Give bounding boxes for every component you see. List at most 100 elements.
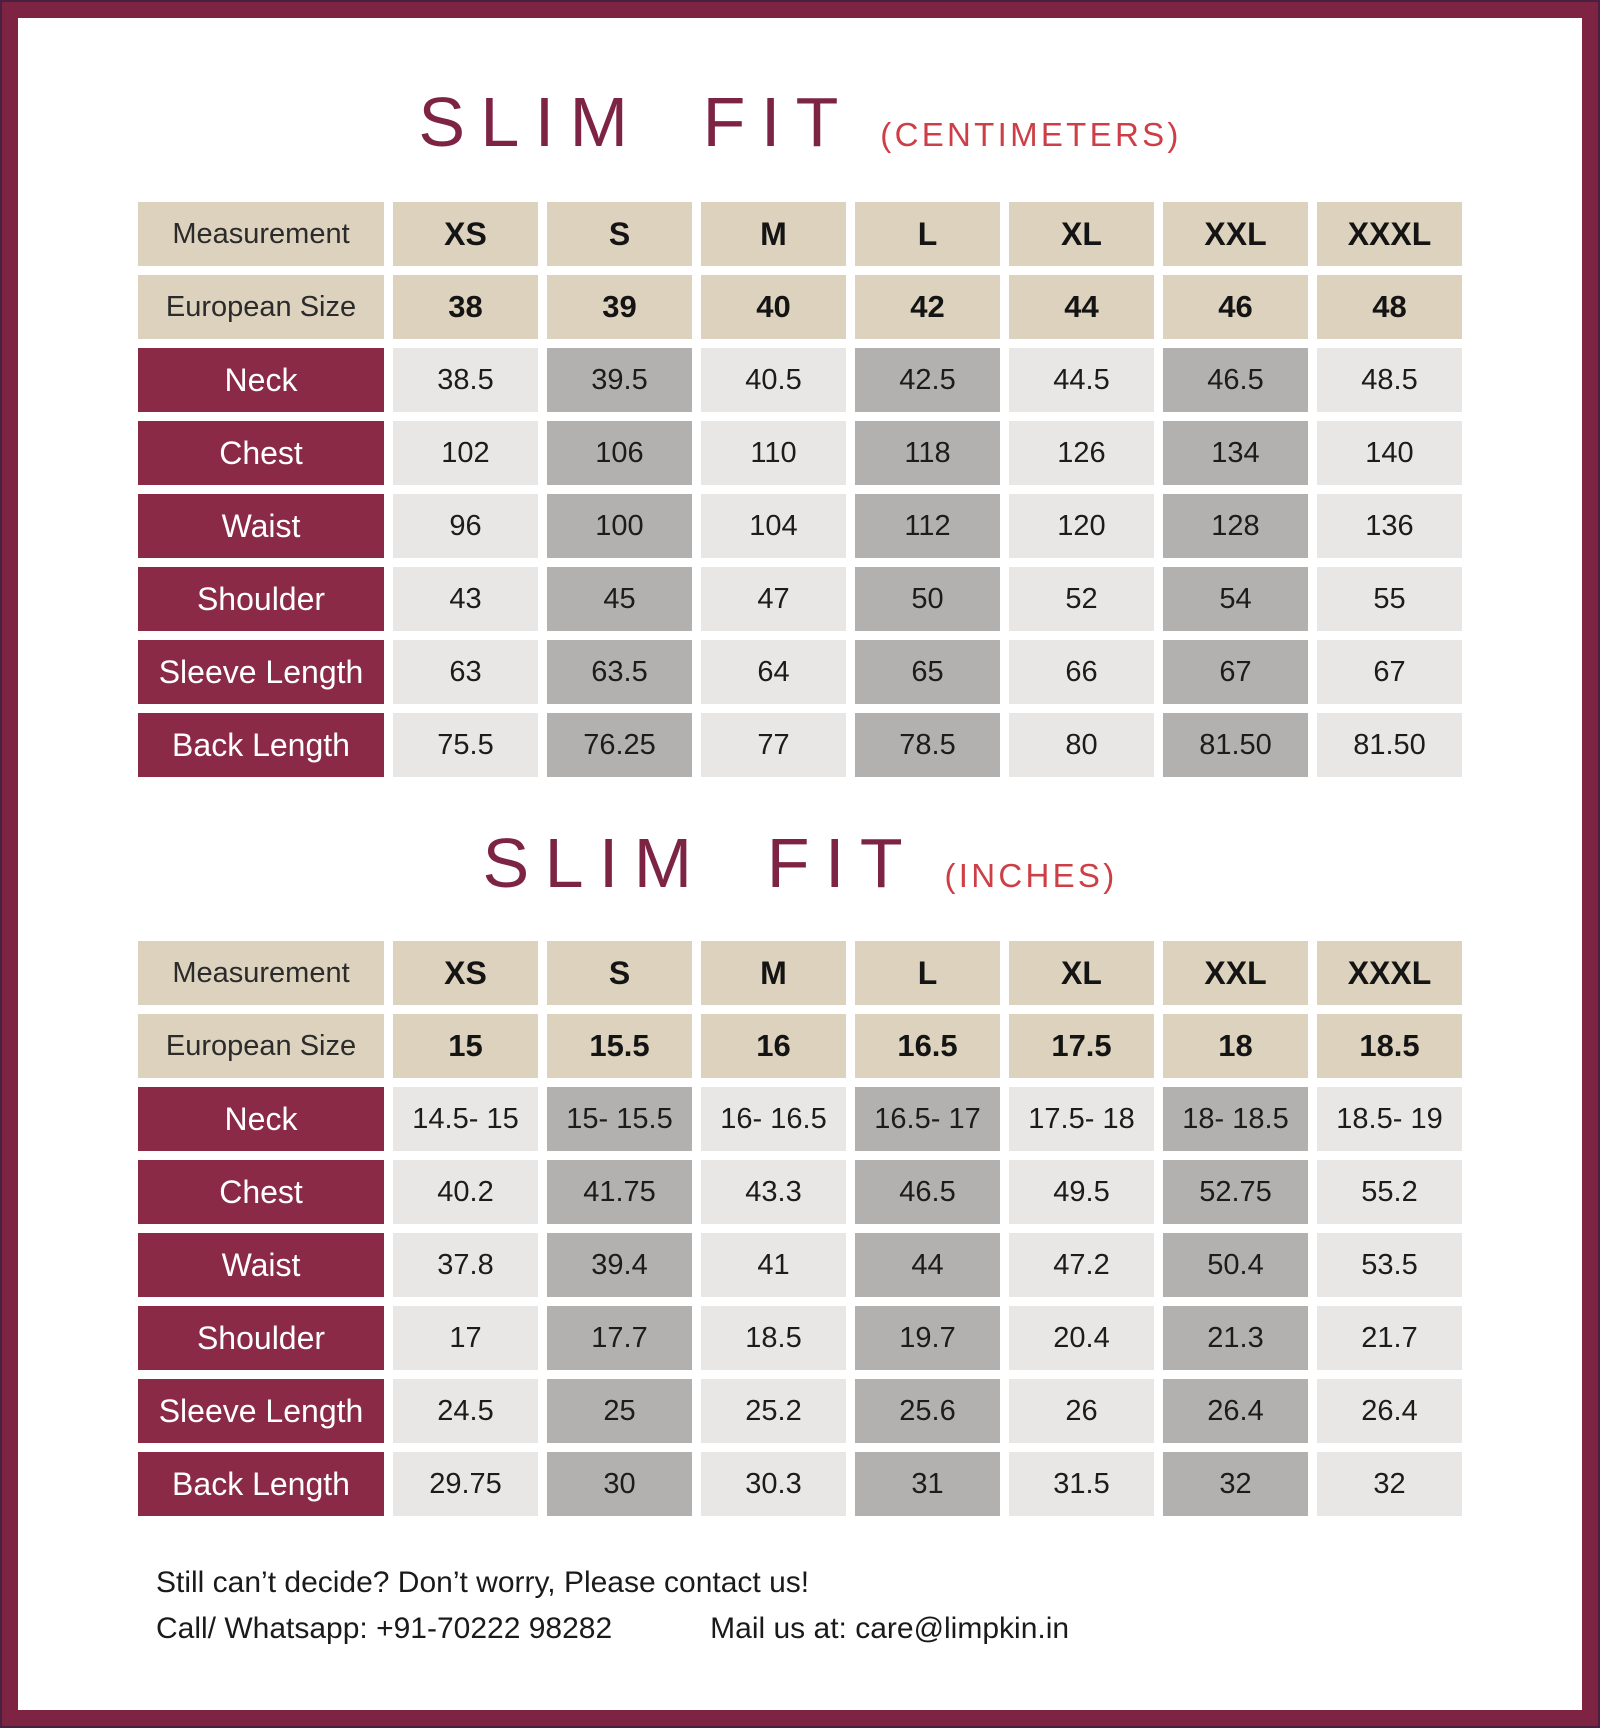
cm-neck-xs: 38.5 xyxy=(393,348,538,412)
in-shoulder-xl: 20.4 xyxy=(1009,1306,1154,1370)
cm-waist-xxl: 128 xyxy=(1163,494,1308,558)
cm-neck-xl: 44.5 xyxy=(1009,348,1154,412)
cm-header-xs: XS xyxy=(393,202,538,266)
cm-header-s: S xyxy=(547,202,692,266)
in-sleeve-m: 25.2 xyxy=(701,1379,846,1443)
cm-back-s: 76.25 xyxy=(547,713,692,777)
in-header-l: L xyxy=(855,941,1000,1005)
cm-shoulder-l: 50 xyxy=(855,567,1000,631)
footer-mail: Mail us at: care@limpkin.in xyxy=(710,1612,1070,1645)
size-table-in: Measurement XS S M L XL XXL XXXL Europea… xyxy=(18,941,1582,1516)
cm-neck-xxl: 46.5 xyxy=(1163,348,1308,412)
cm-row-label-neck: Neck xyxy=(138,348,384,412)
cm-neck-m: 40.5 xyxy=(701,348,846,412)
size-table-cm: Measurement XS S M L XL XXL XXXL Europea… xyxy=(18,202,1582,777)
cm-sleeve-s: 63.5 xyxy=(547,640,692,704)
in-header-european-size: European Size xyxy=(138,1014,384,1078)
cm-euro-m: 40 xyxy=(701,275,846,339)
cm-back-xxl: 81.50 xyxy=(1163,713,1308,777)
in-sleeve-s: 25 xyxy=(547,1379,692,1443)
cm-header-xl: XL xyxy=(1009,202,1154,266)
cm-shoulder-m: 47 xyxy=(701,567,846,631)
in-sleeve-xxl: 26.4 xyxy=(1163,1379,1308,1443)
cm-euro-xxxl: 48 xyxy=(1317,275,1462,339)
cm-header-european-size: European Size xyxy=(138,275,384,339)
in-euro-xl: 17.5 xyxy=(1009,1014,1154,1078)
in-header-xs: XS xyxy=(393,941,538,1005)
cm-sleeve-xxl: 67 xyxy=(1163,640,1308,704)
in-euro-m: 16 xyxy=(701,1014,846,1078)
cm-chest-s: 106 xyxy=(547,421,692,485)
in-sleeve-xl: 26 xyxy=(1009,1379,1154,1443)
cm-back-xxxl: 81.50 xyxy=(1317,713,1462,777)
title-in-text: SLIM FIT xyxy=(482,824,918,902)
in-neck-xs: 14.5- 15 xyxy=(393,1087,538,1151)
in-neck-l: 16.5- 17 xyxy=(855,1087,1000,1151)
in-chest-s: 41.75 xyxy=(547,1160,692,1224)
cm-euro-l: 42 xyxy=(855,275,1000,339)
in-euro-xxl: 18 xyxy=(1163,1014,1308,1078)
in-chest-xxl: 52.75 xyxy=(1163,1160,1308,1224)
title-cm: SLIM FIT (CENTIMETERS) xyxy=(18,82,1582,162)
in-row-label-sleeve-length: Sleeve Length xyxy=(138,1379,384,1443)
in-shoulder-m: 18.5 xyxy=(701,1306,846,1370)
in-euro-s: 15.5 xyxy=(547,1014,692,1078)
in-chest-l: 46.5 xyxy=(855,1160,1000,1224)
in-neck-m: 16- 16.5 xyxy=(701,1087,846,1151)
in-shoulder-l: 19.7 xyxy=(855,1306,1000,1370)
in-neck-xl: 17.5- 18 xyxy=(1009,1087,1154,1151)
cm-row-label-waist: Waist xyxy=(138,494,384,558)
in-waist-xl: 47.2 xyxy=(1009,1233,1154,1297)
cm-chest-m: 110 xyxy=(701,421,846,485)
cm-waist-m: 104 xyxy=(701,494,846,558)
cm-chest-l: 118 xyxy=(855,421,1000,485)
in-neck-xxl: 18- 18.5 xyxy=(1163,1087,1308,1151)
cm-waist-xs: 96 xyxy=(393,494,538,558)
cm-waist-s: 100 xyxy=(547,494,692,558)
in-back-xxxl: 32 xyxy=(1317,1452,1462,1516)
in-sleeve-l: 25.6 xyxy=(855,1379,1000,1443)
cm-neck-l: 42.5 xyxy=(855,348,1000,412)
cm-row-label-sleeve-length: Sleeve Length xyxy=(138,640,384,704)
in-back-l: 31 xyxy=(855,1452,1000,1516)
cm-row-label-shoulder: Shoulder xyxy=(138,567,384,631)
cm-row-label-chest: Chest xyxy=(138,421,384,485)
cm-shoulder-xxl: 54 xyxy=(1163,567,1308,631)
in-row-label-waist: Waist xyxy=(138,1233,384,1297)
cm-chest-xxl: 134 xyxy=(1163,421,1308,485)
cm-euro-s: 39 xyxy=(547,275,692,339)
in-euro-xxxl: 18.5 xyxy=(1317,1014,1462,1078)
in-chest-xl: 49.5 xyxy=(1009,1160,1154,1224)
cm-euro-xs: 38 xyxy=(393,275,538,339)
title-in-unit: (INCHES) xyxy=(944,857,1118,894)
footer-call-whatsapp: Call/ Whatsapp: +91-70222 98282 xyxy=(156,1612,613,1645)
cm-sleeve-xl: 66 xyxy=(1009,640,1154,704)
title-cm-unit: (CENTIMETERS) xyxy=(880,116,1182,153)
in-waist-xs: 37.8 xyxy=(393,1233,538,1297)
in-shoulder-s: 17.7 xyxy=(547,1306,692,1370)
in-header-xxl: XXL xyxy=(1163,941,1308,1005)
cm-shoulder-xxxl: 55 xyxy=(1317,567,1462,631)
in-back-xl: 31.5 xyxy=(1009,1452,1154,1516)
cm-euro-xxl: 46 xyxy=(1163,275,1308,339)
in-chest-m: 43.3 xyxy=(701,1160,846,1224)
in-back-s: 30 xyxy=(547,1452,692,1516)
in-back-xxl: 32 xyxy=(1163,1452,1308,1516)
footer-contacts: Call/ Whatsapp: +91-70222 98282 Mail us … xyxy=(156,1612,1582,1646)
cm-neck-s: 39.5 xyxy=(547,348,692,412)
cm-row-label-back-length: Back Length xyxy=(138,713,384,777)
cm-sleeve-xs: 63 xyxy=(393,640,538,704)
in-chest-xs: 40.2 xyxy=(393,1160,538,1224)
footer: Still can’t decide? Don’t worry, Please … xyxy=(156,1566,1582,1646)
cm-header-measurement: Measurement xyxy=(138,202,384,266)
cm-neck-xxxl: 48.5 xyxy=(1317,348,1462,412)
title-in: SLIM FIT (INCHES) xyxy=(18,823,1582,903)
in-header-xxxl: XXXL xyxy=(1317,941,1462,1005)
cm-sleeve-xxxl: 67 xyxy=(1317,640,1462,704)
cm-sleeve-m: 64 xyxy=(701,640,846,704)
in-euro-xs: 15 xyxy=(393,1014,538,1078)
footer-message: Still can’t decide? Don’t worry, Please … xyxy=(156,1566,810,1599)
in-row-label-chest: Chest xyxy=(138,1160,384,1224)
cm-euro-xl: 44 xyxy=(1009,275,1154,339)
in-neck-xxxl: 18.5- 19 xyxy=(1317,1087,1462,1151)
